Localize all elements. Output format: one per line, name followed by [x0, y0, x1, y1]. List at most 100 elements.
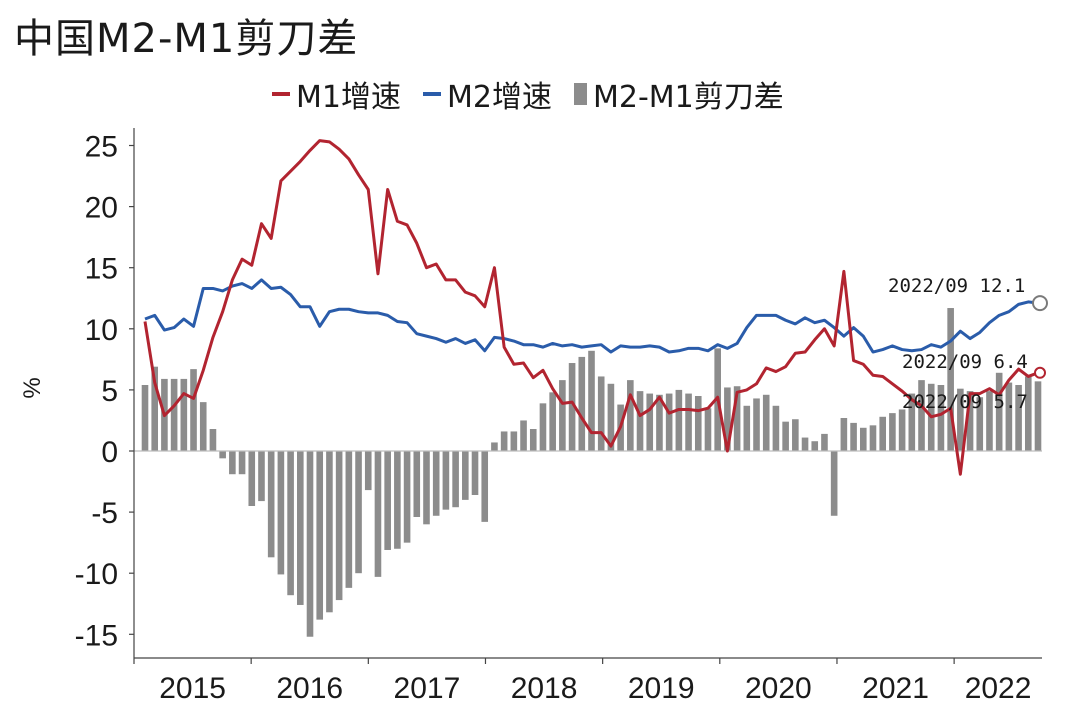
spread-bar — [685, 393, 692, 451]
spread-bar — [830, 451, 838, 516]
spread-bar — [568, 363, 576, 451]
spread-bar — [733, 386, 741, 451]
spread-bar — [423, 451, 430, 525]
x-tick-label: 2016 — [276, 672, 343, 705]
spread-bar — [462, 451, 469, 500]
legend: M1增速 M2增速 M2-M1剪刀差 — [272, 72, 784, 116]
spread-bar — [238, 451, 246, 475]
spread-bar — [471, 451, 479, 495]
spread-bar — [898, 409, 906, 451]
spread-bar — [500, 431, 508, 451]
y-tick-label: -15 — [75, 619, 118, 652]
spread-bar — [636, 391, 644, 451]
spread-bar — [607, 383, 615, 451]
spread-bar — [491, 442, 498, 451]
y-tick-label: 0 — [101, 436, 118, 469]
spread-bar — [229, 451, 236, 475]
spread-bar — [1005, 382, 1013, 451]
spread-bar — [403, 451, 411, 543]
spread-bar — [947, 308, 954, 451]
spread-bar — [355, 451, 362, 574]
x-tick-label: 2017 — [394, 672, 461, 705]
y-tick-label: -5 — [91, 497, 118, 530]
spread-bar — [151, 366, 159, 451]
spread-bar — [219, 451, 226, 459]
spread-bar — [957, 388, 964, 451]
y-tick-label: 25 — [85, 131, 118, 164]
spread-bar — [821, 433, 828, 451]
spread-bar — [549, 392, 556, 451]
annotation-label: 2022/09 6.4 — [902, 351, 1028, 373]
spread-bar — [199, 402, 207, 451]
spread-bar — [937, 385, 945, 451]
legend-swatch-m1 — [272, 92, 290, 96]
spread-bar — [656, 394, 663, 451]
spread-bar — [772, 405, 780, 451]
spread-bar — [859, 427, 867, 451]
x-tick-label: 2021 — [862, 672, 929, 705]
spread-bar — [694, 396, 702, 451]
spread-bar — [267, 451, 275, 558]
spread-bar — [529, 429, 537, 451]
spread-bar — [316, 451, 324, 620]
spread-bar — [326, 451, 333, 613]
spread-bar — [190, 369, 197, 451]
spread-bar — [539, 403, 547, 451]
spread-bar — [510, 431, 518, 451]
spread-bar — [646, 393, 654, 451]
annotations: 2022/09 12.1 2022/09 6.4 2022/09 5.7 — [888, 275, 1028, 413]
spread-bar — [792, 419, 799, 451]
spread-bar — [1024, 376, 1032, 451]
legend-item-m2: M2增速 — [422, 72, 552, 116]
spread-bar — [986, 391, 993, 451]
x-tick-label: 2019 — [628, 672, 695, 705]
spread-bar — [287, 451, 294, 596]
y-tick-label: 5 — [101, 375, 118, 408]
spread-bar — [627, 380, 634, 451]
spread-bar — [1034, 381, 1042, 451]
annotation-label: 2022/09 12.1 — [888, 275, 1025, 297]
y-tick-label: 20 — [85, 192, 118, 225]
m2-end-marker — [1032, 295, 1048, 312]
legend-swatch-m2 — [422, 92, 441, 96]
spread-bar — [753, 398, 760, 451]
spread-bar — [297, 451, 304, 605]
legend-item-m1: M1增速 — [272, 72, 401, 116]
x-tick-label: 2015 — [159, 672, 226, 705]
spread-bar — [432, 451, 440, 516]
spread-bar — [675, 389, 683, 451]
spread-bar — [597, 376, 605, 451]
spread-bar — [170, 378, 178, 451]
spread-bar — [811, 441, 819, 451]
spread-bar — [258, 451, 265, 502]
spread-bar — [559, 380, 566, 451]
spread-bar — [743, 405, 751, 451]
x-tick-label: 2018 — [511, 672, 578, 705]
spread-bar — [976, 397, 984, 451]
spread-bar — [724, 387, 731, 451]
legend-label-m2: M2增速 — [446, 80, 552, 115]
spread-bar — [850, 422, 857, 451]
spread-bar — [995, 372, 1003, 451]
y-axis-label: % — [19, 377, 46, 398]
spread-bar — [1015, 385, 1022, 451]
spread-bar — [141, 385, 149, 451]
spread-bar — [413, 451, 421, 517]
spread-bar — [588, 350, 595, 451]
spread-bar — [442, 451, 450, 510]
spread-bar — [782, 421, 789, 451]
spread-bar — [180, 378, 188, 451]
spread-bar — [665, 393, 673, 451]
annotation-label: 2022/09 5.7 — [902, 391, 1028, 413]
y-tick-label: 15 — [85, 253, 118, 286]
m1-line — [143, 139, 1039, 476]
spread-bar — [704, 408, 712, 451]
spread-bar — [384, 451, 391, 550]
y-tick-label: 10 — [85, 314, 118, 347]
spread-bar — [918, 380, 925, 451]
x-tick-label: 2022 — [965, 672, 1032, 705]
spread-bar — [481, 451, 489, 522]
spread-bar — [908, 393, 916, 451]
spread-bar — [879, 416, 886, 451]
